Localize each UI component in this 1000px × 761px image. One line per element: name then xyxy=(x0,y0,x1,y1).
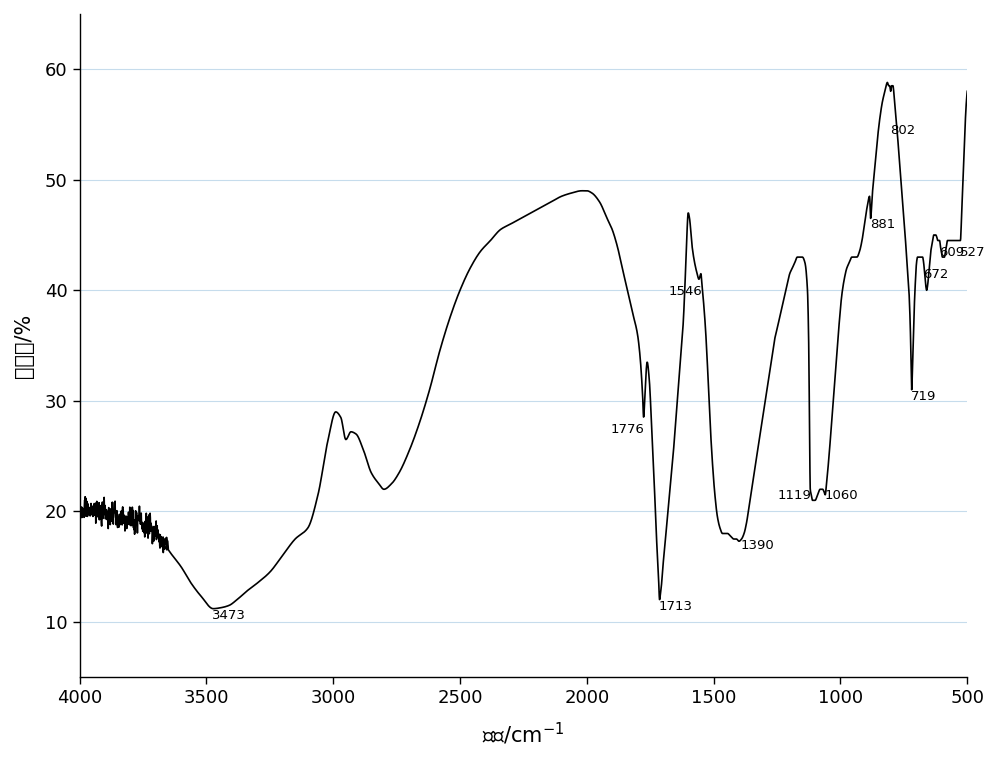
Text: 719: 719 xyxy=(911,390,936,403)
Text: 881: 881 xyxy=(870,218,895,231)
Text: 1060: 1060 xyxy=(824,489,858,502)
Y-axis label: 透过率/%: 透过率/% xyxy=(14,314,34,377)
Text: 527: 527 xyxy=(960,246,985,259)
Text: 1713: 1713 xyxy=(658,600,692,613)
Text: 1119: 1119 xyxy=(777,489,811,502)
Text: 1776: 1776 xyxy=(611,423,644,436)
Text: 3473: 3473 xyxy=(212,609,246,622)
Text: 1390: 1390 xyxy=(740,539,774,552)
Text: 609: 609 xyxy=(939,246,964,259)
X-axis label: 波数/cm$^{-1}$: 波数/cm$^{-1}$ xyxy=(482,721,565,747)
Text: 802: 802 xyxy=(890,125,915,138)
Text: 672: 672 xyxy=(923,268,948,281)
Text: 1546: 1546 xyxy=(669,285,703,298)
